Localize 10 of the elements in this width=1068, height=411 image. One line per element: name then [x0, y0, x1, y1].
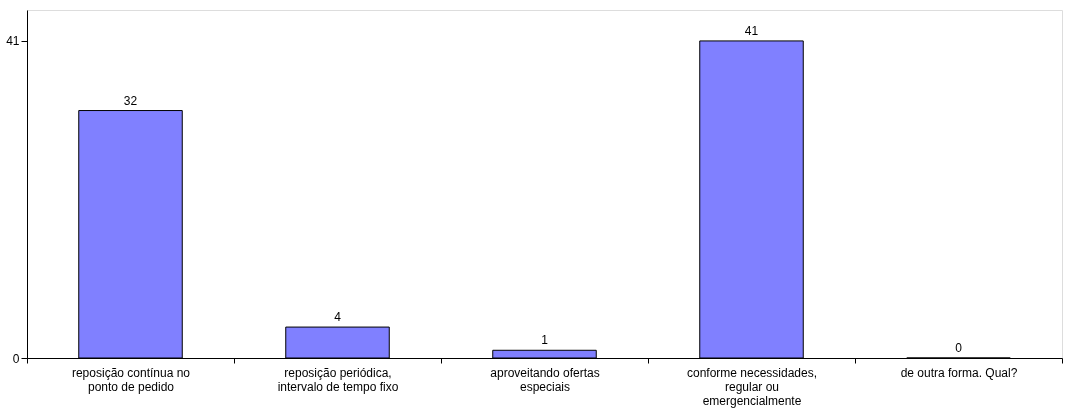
x-tick-label: reposição periódica, intervalo de tempo fixo: [277, 365, 399, 394]
x-tick-label: de outra forma. Qual?: [900, 365, 1018, 380]
data-label: 41: [744, 23, 759, 38]
data-label: 4: [334, 310, 342, 325]
data-label: 1: [541, 333, 549, 348]
x-tick-label: aproveitando ofertas especiais: [490, 365, 600, 394]
x-tick-label: conforme necessidades, regular ou emergencialmente: [686, 365, 818, 408]
data-label: 0: [955, 341, 963, 355]
x-tick-label: reposição contínua no ponto de pedido: [71, 365, 191, 394]
data-label: 32: [123, 93, 138, 108]
